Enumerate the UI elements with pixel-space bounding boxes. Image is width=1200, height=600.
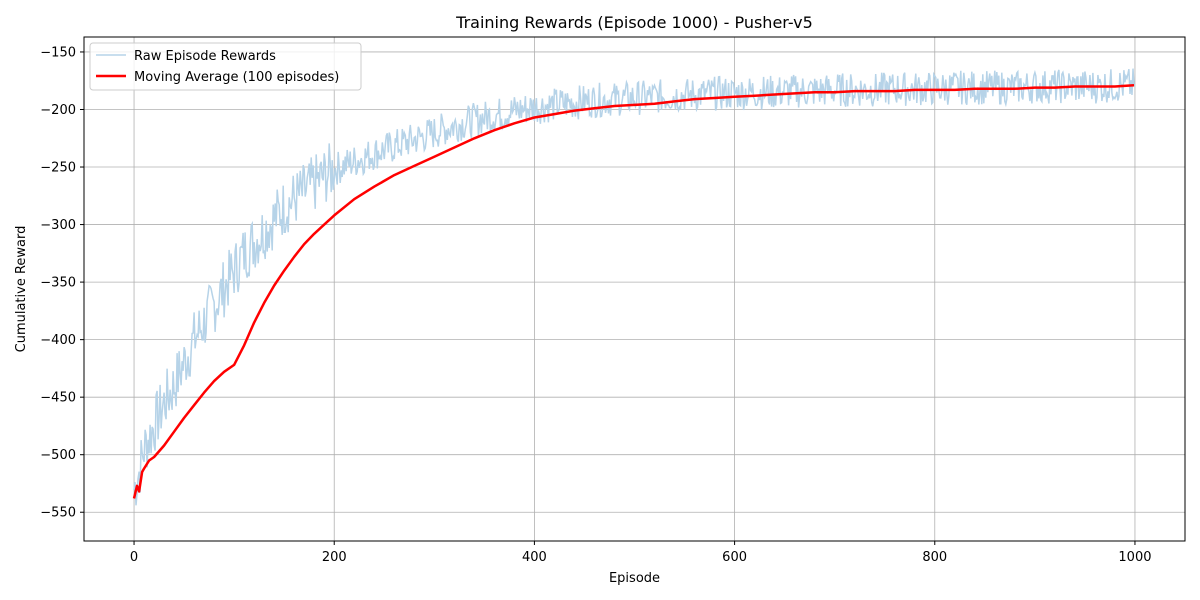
y-tick-label: −350	[40, 276, 76, 291]
legend: Raw Episode Rewards Moving Average (100 …	[89, 42, 362, 91]
y-tick-label: −150	[40, 45, 76, 60]
series-raw-episode-rewards	[133, 68, 1135, 506]
x-tick-label: 800	[922, 550, 947, 565]
chart-title: Training Rewards (Episode 1000) - Pusher…	[455, 13, 813, 32]
legend-label-moving-average: Moving Average (100 episodes)	[134, 70, 339, 85]
gridlines	[84, 37, 1185, 541]
y-tick-label: −250	[40, 161, 76, 176]
y-tick-label: −200	[40, 103, 76, 118]
x-tick-label: 0	[130, 550, 138, 565]
x-axis-label: Episode	[609, 571, 660, 586]
x-tick-label: 1000	[1118, 550, 1151, 565]
series-moving-average	[132, 84, 1135, 499]
legend-label-raw: Raw Episode Rewards	[134, 49, 276, 64]
x-tick-label: 400	[522, 550, 547, 565]
plot-frame	[83, 36, 1186, 542]
x-tick-label: 200	[322, 550, 347, 565]
x-tick-label: 600	[722, 550, 747, 565]
axis-ticks: 0 200 400 600 800 1000 −550 −500 −450 −400 −350 −30…	[40, 45, 1151, 565]
y-tick-label: −500	[40, 448, 76, 463]
y-tick-label: −400	[40, 333, 76, 348]
y-tick-label: −550	[40, 506, 76, 521]
y-axis-label: Cumulative Reward	[14, 226, 29, 353]
plot-series	[132, 68, 1135, 506]
y-tick-label: −300	[40, 218, 76, 233]
y-tick-label: −450	[40, 391, 76, 406]
legend-box	[89, 42, 362, 91]
